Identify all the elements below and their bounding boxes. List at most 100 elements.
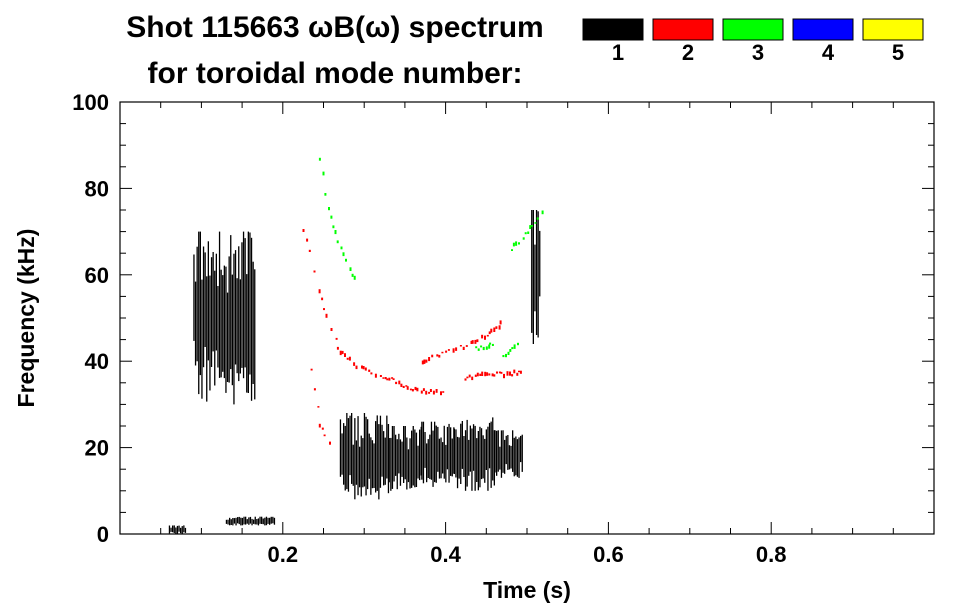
spectrum-strip xyxy=(443,425,445,479)
spectrum-strip xyxy=(471,376,474,381)
spectrum-strip xyxy=(231,274,233,386)
spectrum-strip xyxy=(234,250,237,365)
spectrum-strip xyxy=(516,439,519,477)
spectrum-strip xyxy=(510,445,512,469)
spectrum-strip xyxy=(209,275,211,391)
mode-1-region-4 xyxy=(453,417,495,491)
mode-2-track-3 xyxy=(310,368,331,445)
spectrum-strip xyxy=(520,435,522,463)
spectrum-strip xyxy=(431,354,434,358)
spectrum-strip xyxy=(462,346,465,350)
spectrum-strip xyxy=(238,516,240,525)
spectrum-strip xyxy=(367,419,369,490)
mode-1-region-5 xyxy=(494,430,523,478)
spectrum-strip xyxy=(512,242,515,247)
legend-label-1: 1 xyxy=(612,40,624,65)
spectrum-strip xyxy=(217,286,219,368)
spectrum-strip xyxy=(513,437,515,477)
spectrum-strip xyxy=(313,388,316,391)
spectrum-strip xyxy=(474,374,477,377)
spectrum-strip xyxy=(229,517,231,526)
spectrum-strip xyxy=(487,426,489,491)
spectrum-strip xyxy=(351,413,353,484)
spectrum-strip xyxy=(237,517,239,524)
spectrum-strip xyxy=(233,253,235,405)
legend-swatch-3 xyxy=(722,18,784,41)
spectrum-strip xyxy=(432,390,435,395)
spectrum-strip xyxy=(474,425,476,491)
tick-labels: 0.2 0.4 0.6 0.8 0 20 40 60 80 100 xyxy=(72,90,786,567)
spectrum-strip xyxy=(534,244,536,312)
spectrum-strip xyxy=(381,424,383,477)
spectrum-strip xyxy=(343,423,345,485)
spectrum-strip xyxy=(325,313,328,318)
spectrum-strip xyxy=(251,518,253,526)
spectrum-strip xyxy=(344,353,346,357)
spectrum-strip xyxy=(318,423,321,428)
spectrum-strip xyxy=(341,350,344,355)
spectrum-strip xyxy=(388,438,390,483)
spectrum-strip xyxy=(391,377,394,379)
spectrum-strip xyxy=(509,349,512,352)
spectrum-strip xyxy=(440,437,442,479)
x-tick-label: 0.8 xyxy=(756,542,787,567)
y-axis-label: Frequency (kHz) xyxy=(13,229,39,408)
legend-label-2: 2 xyxy=(682,40,694,65)
spectrum-strip xyxy=(442,391,445,393)
spectrum-strip xyxy=(170,527,172,532)
x-tick-label: 0.2 xyxy=(268,542,299,567)
spectrum-strip xyxy=(468,374,471,378)
spectrum-strip xyxy=(503,373,505,379)
spectrum-strip xyxy=(463,436,465,477)
spectrum-strip xyxy=(407,449,410,483)
spectrum-strip xyxy=(498,371,501,374)
spectrum-strip xyxy=(259,516,261,524)
spectrum-strip xyxy=(388,377,391,381)
spectrum-strip xyxy=(516,372,519,376)
spectrum-strip xyxy=(482,346,485,351)
spectrum-strip xyxy=(529,225,532,229)
spectrum-strip xyxy=(504,439,506,474)
spectrum-strip xyxy=(477,348,480,351)
spectrum-strip xyxy=(482,435,484,479)
spectrum-strip xyxy=(334,230,337,235)
spectrum-strip xyxy=(400,383,403,387)
spectrum-strip xyxy=(455,347,458,351)
spectrum-strip xyxy=(491,343,494,346)
spectrum-strip xyxy=(362,438,364,488)
spectrum-strip xyxy=(253,519,255,524)
spectrum-strip xyxy=(442,442,444,474)
spectrum-strip xyxy=(464,430,467,491)
spectrum-strip xyxy=(256,519,258,525)
spectrum-strip xyxy=(222,275,224,372)
spectrum-strip xyxy=(328,207,330,211)
mode-2-track-0 xyxy=(302,229,445,396)
spectrum-strip xyxy=(329,441,331,445)
spectrum-strip xyxy=(199,231,201,376)
spectrum-strip xyxy=(434,421,436,483)
legend: 1 2 3 4 5 xyxy=(582,18,924,65)
spectrum-strip xyxy=(422,421,425,484)
spectrum-strip xyxy=(491,373,494,377)
legend-swatch-4 xyxy=(792,18,854,41)
mode-1-region-8 xyxy=(225,516,276,526)
spectrum-strip xyxy=(505,353,507,358)
spectrum-strip xyxy=(471,340,474,344)
spectrum-strip xyxy=(254,269,256,400)
spectrum-strip xyxy=(318,289,321,294)
spectrum-strip xyxy=(342,252,345,257)
plot-area xyxy=(168,157,544,534)
spectrum-strip xyxy=(371,440,374,489)
spectrum-strip xyxy=(403,426,405,483)
mode-3-track-3 xyxy=(502,342,519,358)
x-tick-label: 0.6 xyxy=(593,542,624,567)
spectrum-strip xyxy=(416,387,419,392)
spectrum-strip xyxy=(496,430,498,476)
spectrum-strip xyxy=(244,238,246,368)
spectrum-strip xyxy=(241,242,243,368)
spectrum-strip xyxy=(339,419,342,477)
spectrum-strip xyxy=(336,346,339,350)
spectrum-strip xyxy=(477,431,479,491)
spectrum-strip xyxy=(481,334,484,339)
spectrum-strip xyxy=(193,254,195,341)
